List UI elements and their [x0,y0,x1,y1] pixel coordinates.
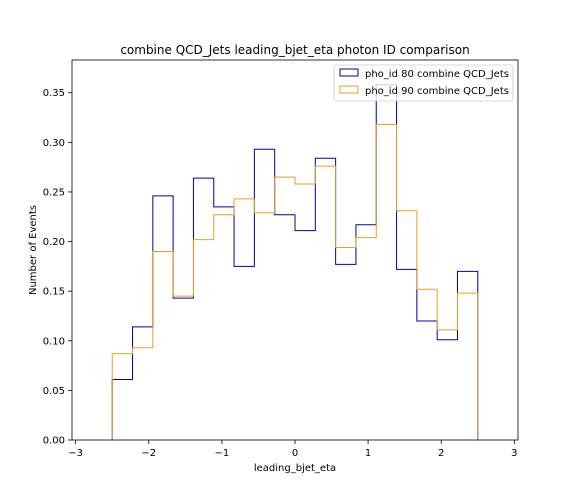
series-line-0 [111,84,479,440]
x-tick-label: −2 [141,448,156,459]
x-tick-label: 3 [511,448,517,459]
x-tick-label: 2 [438,448,444,459]
y-tick-label: 0.30 [43,138,65,149]
y-axis-label: Number of Events [28,205,39,295]
y-tick-label: 0.10 [43,336,65,347]
x-axis-label: leading_bjet_eta [254,463,336,474]
series-line-1 [111,123,479,440]
y-axis-ticks: 0.00 0.05 0.10 0.15 0.20 0.25 0.30 0.35 [43,88,72,447]
legend-label-pho-id-80: pho_id 80 combine QCD_Jets [365,69,509,80]
plot-area [72,60,518,440]
legend-box [333,64,514,102]
x-tick-label: 0 [292,448,298,459]
chart-title: combine QCD_Jets leading_bjet_eta photon… [120,43,469,57]
y-tick-label: 0.05 [43,386,65,397]
y-tick-label: 0.00 [43,436,65,447]
x-axis-ticks: −3 −2 −1 0 1 2 3 [68,440,518,459]
series-layer [111,84,479,440]
y-tick-label: 0.35 [43,88,65,99]
y-tick-label: 0.15 [43,287,65,298]
y-tick-label: 0.20 [43,237,65,248]
legend-swatch-pho-id-80 [339,68,359,77]
legend-swatch-pho-id-90 [339,85,359,94]
legend: pho_id 80 combine QCD_Jets pho_id 90 com… [333,64,514,102]
x-tick-label: 1 [365,448,371,459]
x-tick-label: −3 [68,448,83,459]
x-tick-label: −1 [215,448,230,459]
legend-label-pho-id-90: pho_id 90 combine QCD_Jets [365,86,509,97]
y-tick-label: 0.25 [43,187,65,198]
